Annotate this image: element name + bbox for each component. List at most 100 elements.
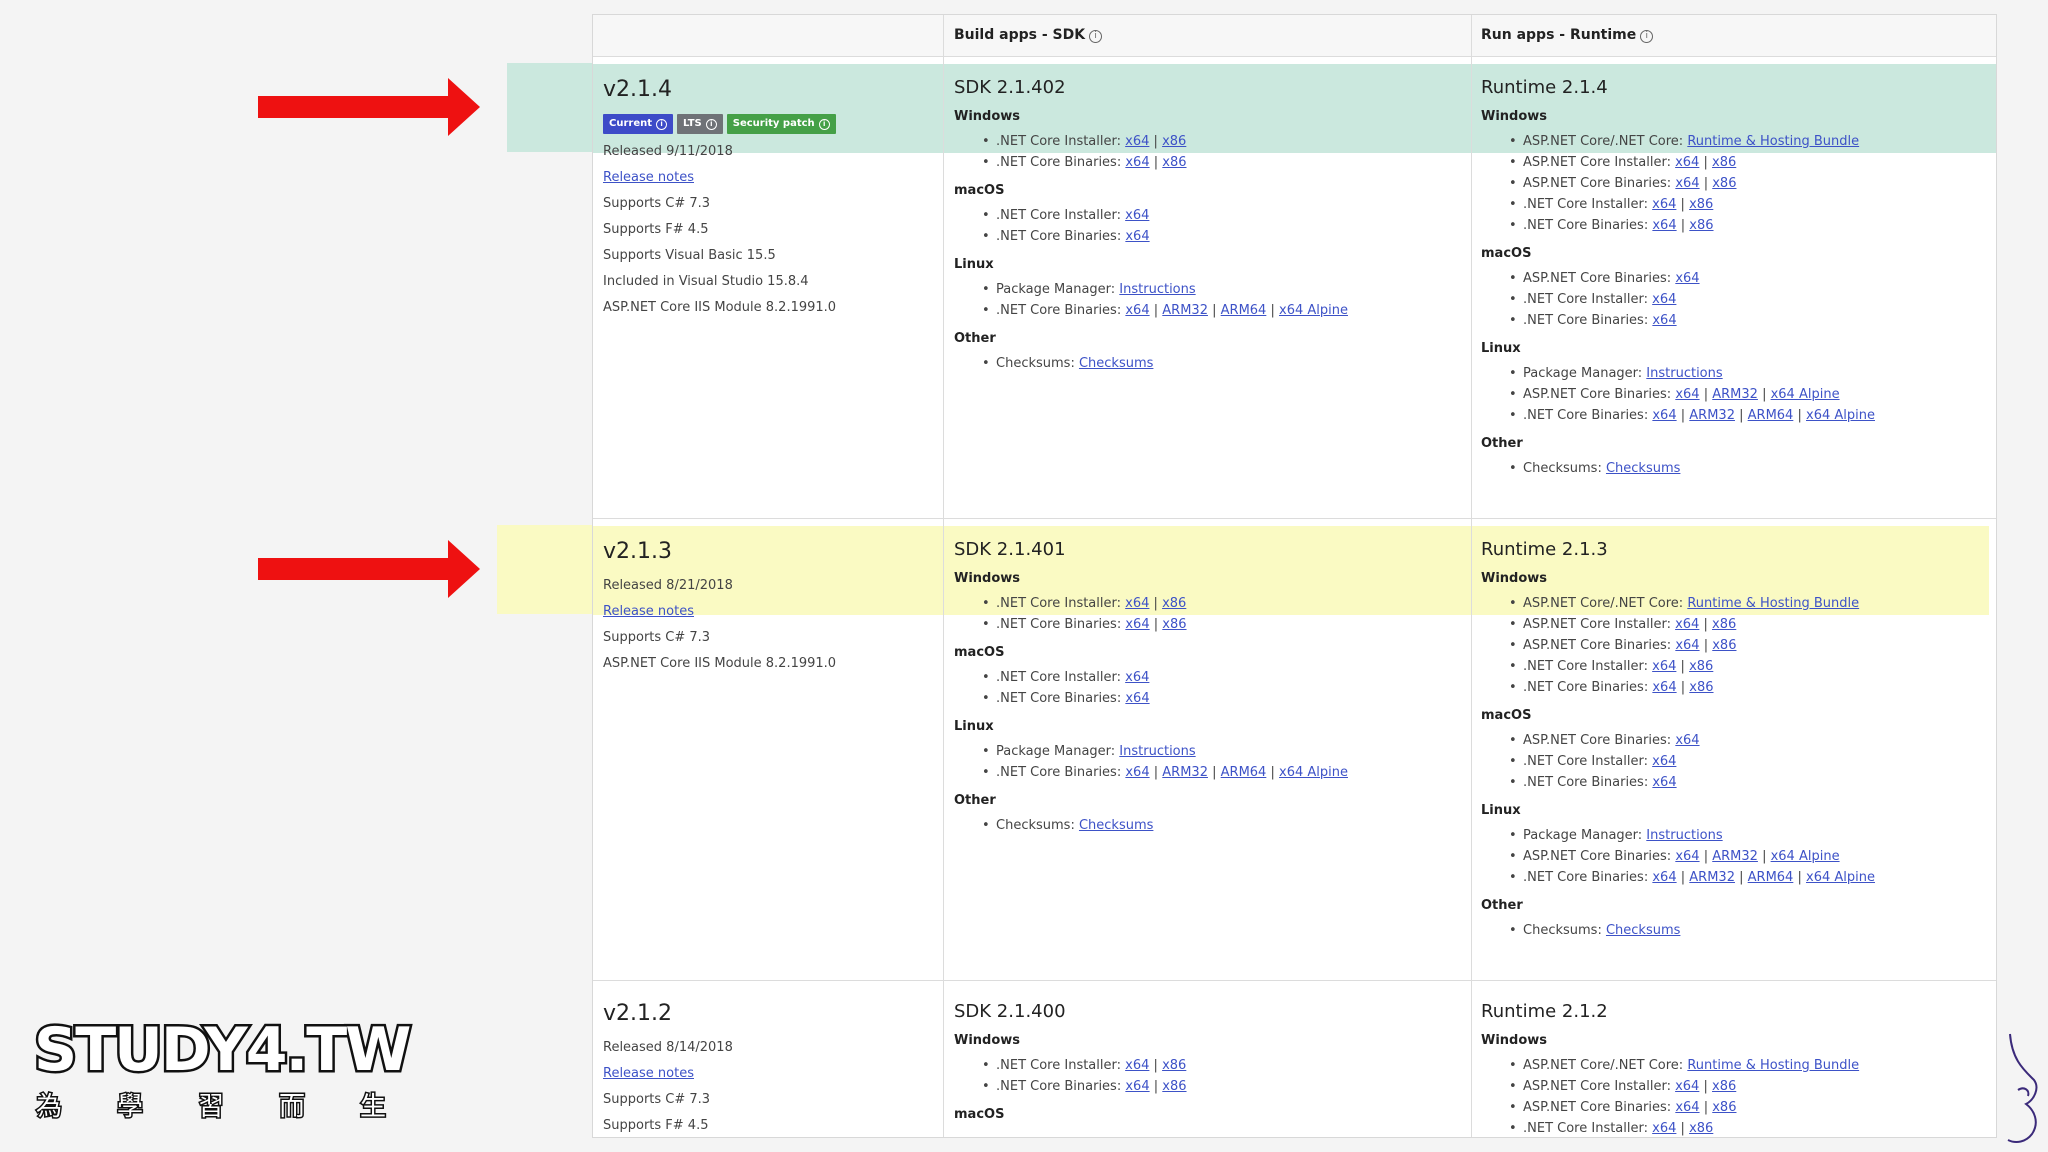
download-link[interactable]: x86 (1712, 176, 1737, 191)
download-link[interactable]: x64 Alpine (1279, 303, 1348, 318)
download-link[interactable]: x64 (1652, 292, 1677, 307)
download-link[interactable]: x86 (1689, 659, 1714, 674)
download-link[interactable]: x64 Alpine (1770, 849, 1840, 864)
os-heading-other: Other (1481, 898, 1523, 913)
current-badge[interactable]: Current i (603, 114, 674, 134)
download-link[interactable]: ARM32 (1689, 870, 1735, 885)
download-link[interactable]: x86 (1712, 1079, 1737, 1094)
os-heading-macos: macOS (954, 183, 1005, 198)
download-link[interactable]: x86 (1712, 155, 1737, 170)
download-link[interactable]: x86 (1689, 680, 1714, 695)
download-link[interactable]: x86 (1689, 197, 1714, 212)
download-link[interactable]: x64 (1652, 313, 1677, 328)
download-link[interactable]: x64 (1652, 218, 1677, 233)
security-patch-badge[interactable]: Security patch i (726, 114, 836, 134)
download-link[interactable]: x64 (1675, 271, 1700, 286)
checksums-link[interactable]: Checksums (1078, 356, 1154, 371)
checksums-link[interactable]: Checksums (1078, 818, 1154, 833)
release-notes-link[interactable]: Release notes (603, 170, 694, 185)
os-heading-other: Other (1481, 436, 1523, 451)
download-link[interactable]: x86 (1712, 617, 1737, 632)
hosting-bundle-link[interactable]: Runtime & Hosting Bundle (1687, 596, 1860, 611)
download-link[interactable]: x64 (1125, 691, 1150, 706)
download-link[interactable]: x64 (1675, 387, 1700, 402)
download-link[interactable]: x64 (1125, 229, 1150, 244)
download-link[interactable]: x64 Alpine (1806, 408, 1875, 423)
list-item: .NET Core Installer: x64 | x86 (1509, 194, 1991, 215)
download-link[interactable]: x64 (1675, 638, 1700, 653)
download-link[interactable]: x64 (1652, 775, 1677, 790)
instructions-link[interactable]: Instructions (1119, 282, 1196, 297)
download-link[interactable]: ARM32 (1712, 849, 1758, 864)
download-link[interactable]: x86 (1162, 596, 1187, 611)
download-link[interactable]: ARM32 (1162, 765, 1208, 780)
download-link[interactable]: ARM32 (1162, 303, 1208, 318)
download-link[interactable]: x86 (1712, 1100, 1737, 1115)
hosting-bundle-link[interactable]: Runtime & Hosting Bundle (1687, 1058, 1860, 1073)
download-link[interactable]: ARM64 (1747, 408, 1794, 423)
download-link[interactable]: x64 Alpine (1279, 765, 1348, 780)
download-link[interactable]: x64 (1675, 155, 1700, 170)
download-link[interactable]: x86 (1162, 1079, 1187, 1094)
download-link[interactable]: x64 (1652, 870, 1677, 885)
download-link[interactable]: x64 (1125, 670, 1150, 685)
download-link[interactable]: x64 (1125, 596, 1150, 611)
info-icon[interactable]: i (1640, 30, 1654, 43)
download-link[interactable]: x86 (1689, 218, 1714, 233)
hosting-bundle-link[interactable]: Runtime & Hosting Bundle (1687, 134, 1860, 149)
red-arrow-icon (258, 540, 480, 598)
download-link[interactable]: ARM64 (1220, 303, 1267, 318)
download-link[interactable]: x86 (1162, 1058, 1187, 1073)
info-icon[interactable]: i (1089, 30, 1103, 43)
list-item: .NET Core Binaries: x64 | x86 (982, 1076, 1464, 1097)
download-link[interactable]: x64 (1652, 680, 1677, 695)
list-item: .NET Core Installer: x64 (1509, 751, 1991, 772)
download-link[interactable]: x86 (1162, 134, 1187, 149)
download-link[interactable]: x64 (1675, 617, 1700, 632)
checksums-link[interactable]: Checksums (1605, 461, 1681, 476)
download-link[interactable]: x64 (1125, 155, 1150, 170)
download-link[interactable]: x64 (1675, 733, 1700, 748)
download-link[interactable]: ARM32 (1689, 408, 1735, 423)
download-link[interactable]: x64 (1675, 176, 1700, 191)
download-link[interactable]: x64 (1125, 303, 1150, 318)
release-notes-link[interactable]: Release notes (603, 1066, 694, 1081)
download-link[interactable]: x64 (1652, 659, 1677, 674)
download-link[interactable]: x86 (1162, 617, 1187, 632)
download-link[interactable]: ARM64 (1220, 765, 1267, 780)
list-item: .NET Core Binaries: x64 (1509, 772, 1991, 793)
list-item: ASP.NET Core/.NET Core: Runtime & Hostin… (1509, 1055, 1991, 1076)
sdk-cell: SDK 2.1.401 Windows .NET Core Installer:… (954, 537, 1464, 840)
release-notes-link[interactable]: Release notes (603, 604, 694, 619)
download-link[interactable]: x64 (1125, 208, 1150, 223)
instructions-link[interactable]: Instructions (1646, 828, 1723, 843)
download-link[interactable]: x64 (1675, 849, 1700, 864)
download-link[interactable]: x64 (1652, 197, 1677, 212)
download-link[interactable]: x64 (1125, 765, 1150, 780)
download-link[interactable]: x64 (1652, 1121, 1677, 1136)
download-link[interactable]: x86 (1712, 638, 1737, 653)
download-link[interactable]: ARM32 (1712, 387, 1758, 402)
download-link[interactable]: x64 (1675, 1079, 1700, 1094)
download-link[interactable]: x86 (1689, 1121, 1714, 1136)
download-link[interactable]: x64 (1652, 408, 1677, 423)
instructions-link[interactable]: Instructions (1646, 366, 1723, 381)
info-line: ASP.NET Core IIS Module 8.2.1991.0 (603, 300, 837, 315)
sdk-column-header: Build apps - SDK i (954, 27, 1103, 43)
download-link[interactable]: x64 Alpine (1770, 387, 1840, 402)
list-item: .NET Core Binaries: x64 (982, 226, 1464, 247)
download-link[interactable]: x64 (1125, 1058, 1150, 1073)
download-link[interactable]: x64 Alpine (1806, 870, 1875, 885)
download-link[interactable]: x64 (1652, 754, 1677, 769)
download-link[interactable]: ARM64 (1747, 870, 1794, 885)
download-link[interactable]: x64 (1125, 617, 1150, 632)
download-link[interactable]: x64 (1125, 1079, 1150, 1094)
list-item: Checksums: Checksums (982, 815, 1464, 836)
list-item: ASP.NET Core Binaries: x64 | x86 (1509, 173, 1991, 194)
checksums-link[interactable]: Checksums (1605, 923, 1681, 938)
download-link[interactable]: x86 (1162, 155, 1187, 170)
instructions-link[interactable]: Instructions (1119, 744, 1196, 759)
download-link[interactable]: x64 (1125, 134, 1150, 149)
lts-badge[interactable]: LTS i (677, 114, 723, 134)
download-link[interactable]: x64 (1675, 1100, 1700, 1115)
